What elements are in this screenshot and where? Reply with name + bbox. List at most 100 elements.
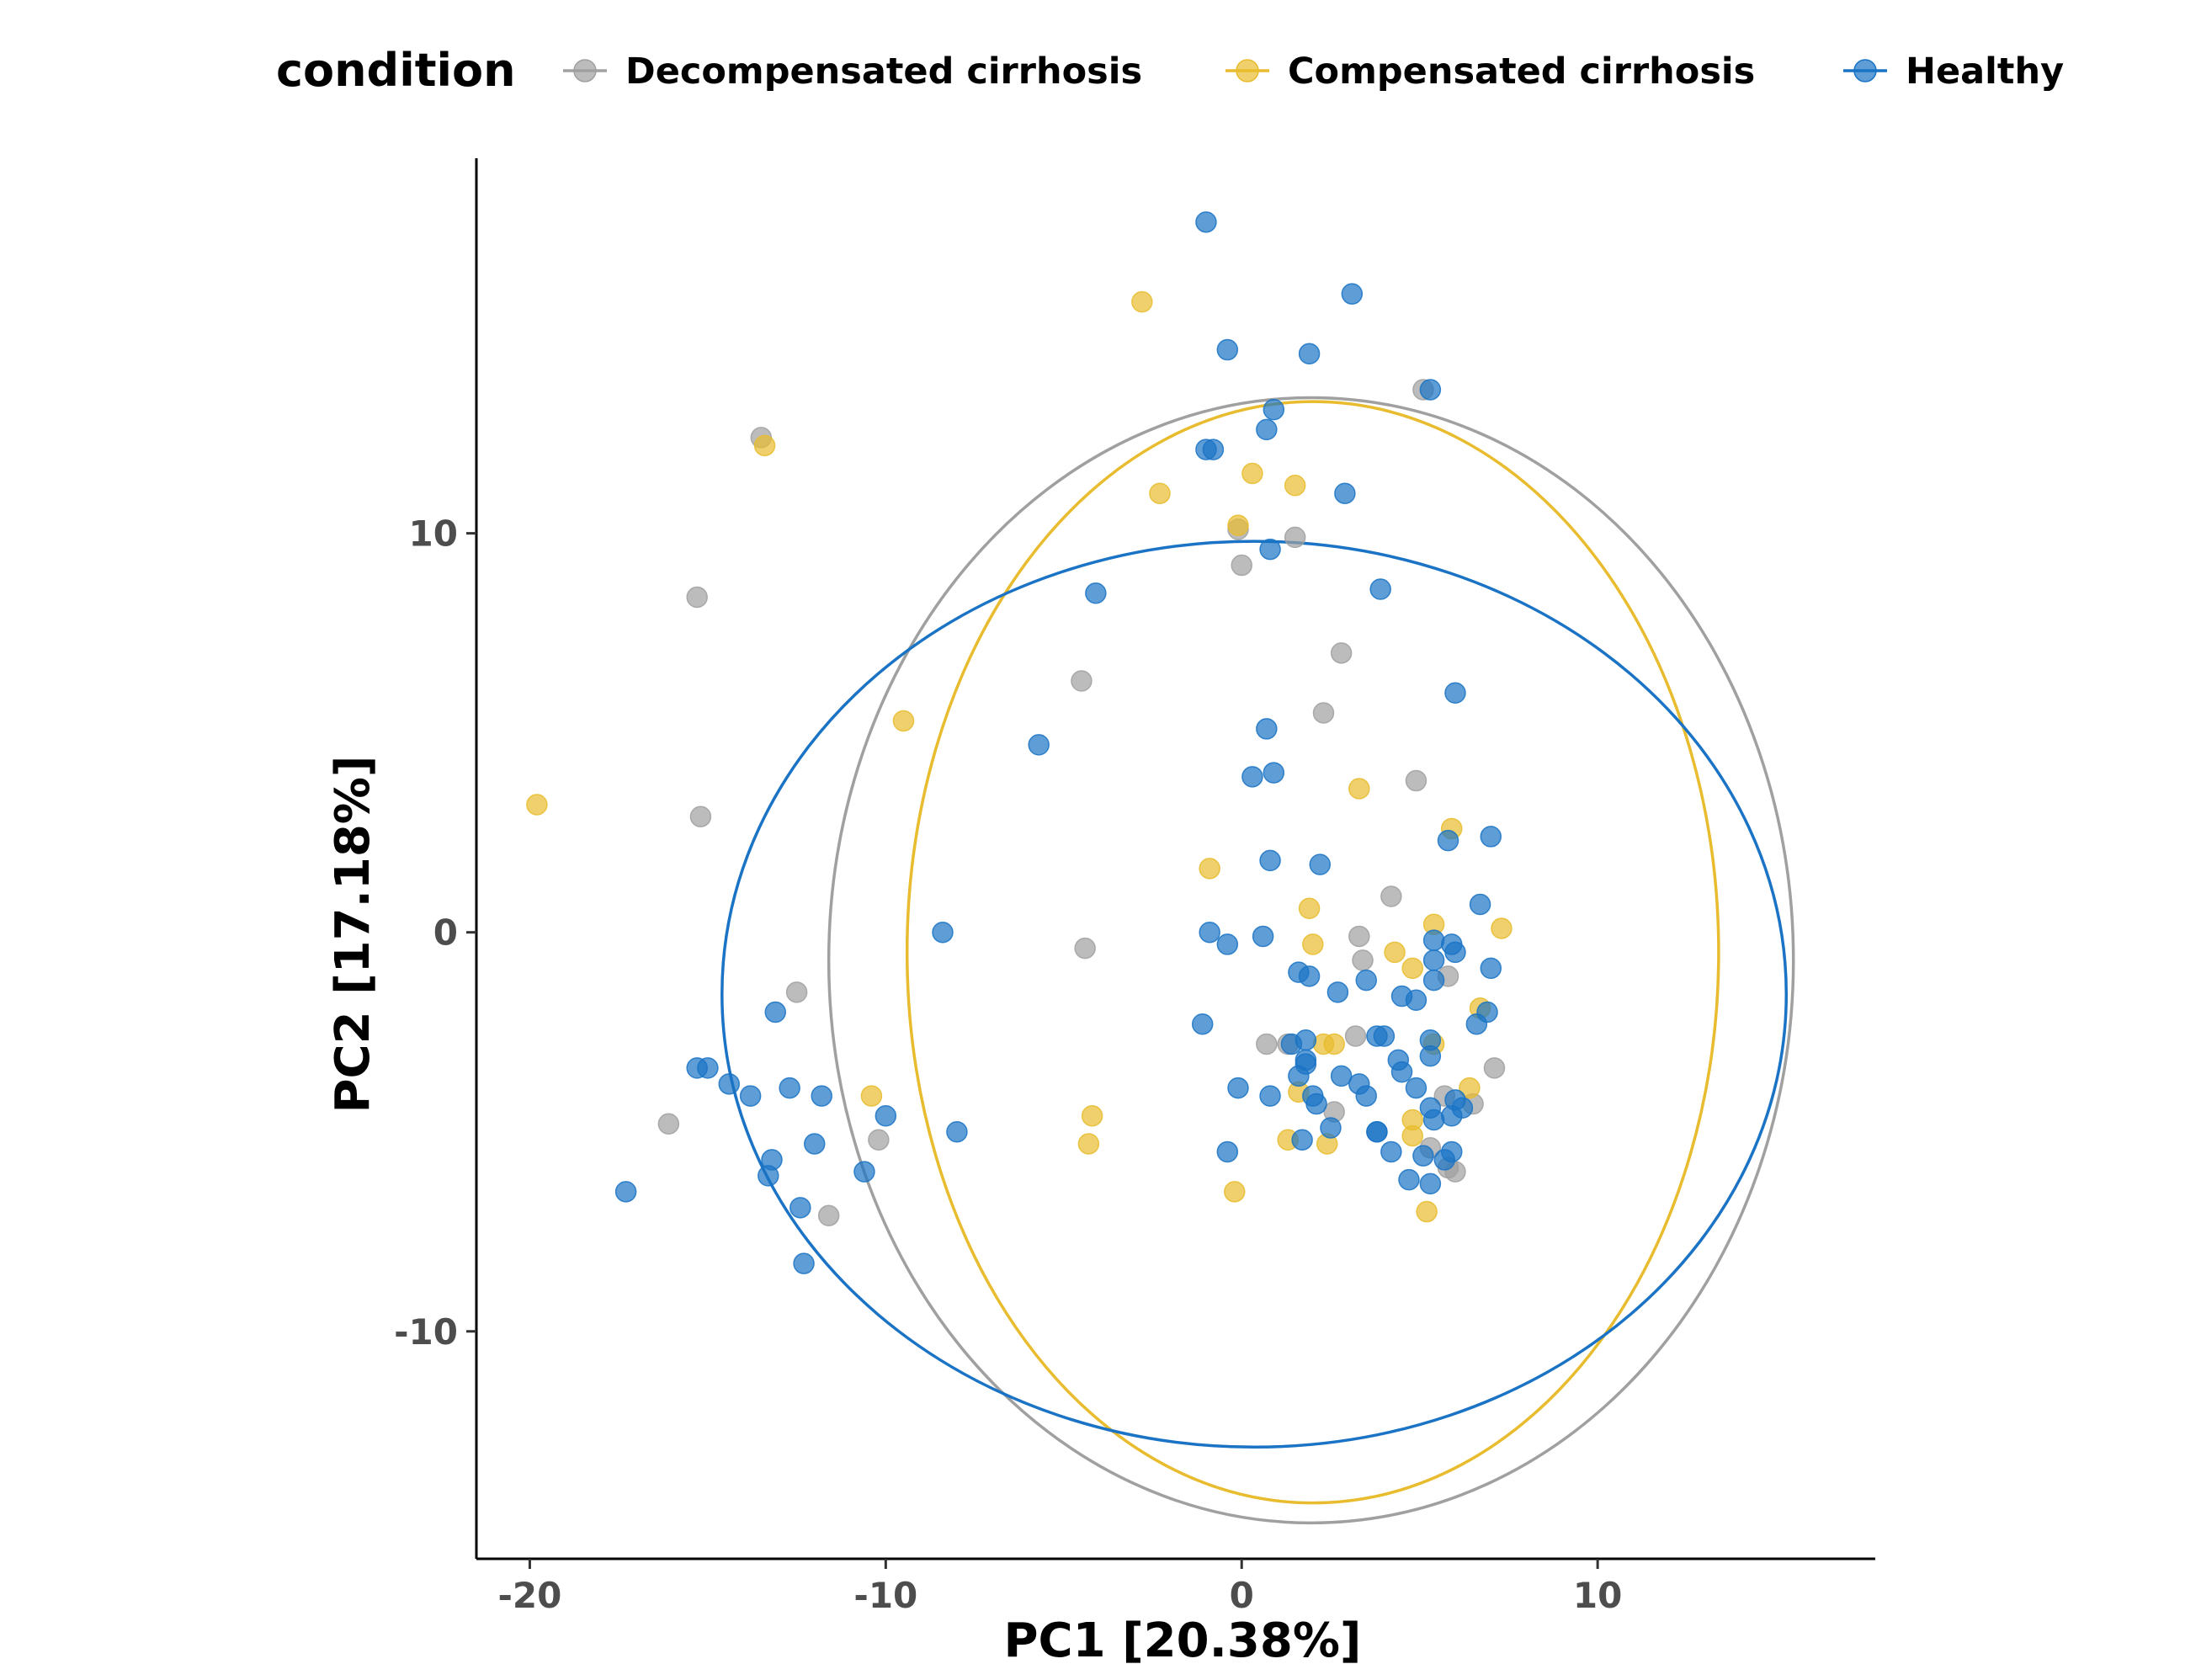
point-healthy (1419, 379, 1442, 401)
point-compensated-cirrhosis (1459, 1077, 1481, 1099)
point-healthy (1291, 1129, 1313, 1151)
point-decompensated-cirrhosis (817, 1204, 840, 1227)
point-healthy (1298, 965, 1321, 987)
point-decompensated-cirrhosis (1071, 670, 1093, 692)
x-tick-label: -20 (497, 1575, 561, 1616)
point-healthy (1369, 578, 1391, 600)
point-compensated-cirrhosis (1491, 917, 1513, 939)
point-healthy (1305, 1093, 1327, 1115)
data-points (526, 211, 1513, 1274)
point-compensated-cirrhosis (1081, 1105, 1103, 1127)
point-decompensated-cirrhosis (1348, 925, 1370, 948)
point-healthy (789, 1197, 811, 1219)
point-compensated-cirrhosis (1302, 933, 1324, 955)
legend-label: Decompensated cirrhosis (625, 51, 1142, 93)
point-compensated-cirrhosis (1284, 474, 1306, 497)
point-healthy (1373, 1025, 1396, 1047)
point-healthy (1028, 734, 1050, 756)
point-compensated-cirrhosis (1298, 897, 1321, 920)
legend-item-healthy: Healthy (1843, 51, 2064, 93)
point-decompensated-cirrhosis (686, 586, 708, 609)
point-decompensated-cirrhosis (657, 1113, 680, 1135)
point-healthy (1195, 211, 1217, 233)
point-healthy (1263, 398, 1285, 421)
ellipse-healthy (720, 540, 1789, 1449)
legend-label: Healthy (1906, 51, 2064, 93)
point-healthy (875, 1105, 897, 1127)
point-decompensated-cirrhosis (689, 805, 712, 827)
point-healthy (1405, 989, 1427, 1012)
point-healthy (811, 1085, 832, 1107)
x-tick-label: -10 (853, 1575, 917, 1616)
point-healthy (1252, 925, 1274, 948)
x-tick-label: 0 (1230, 1575, 1254, 1616)
point-compensated-cirrhosis (892, 710, 915, 732)
axes: -20 -10 0 10 -10 0 10 (394, 158, 1875, 1616)
legend-items: Decompensated cirrhosis Compensated cirrh… (563, 51, 2064, 93)
point-healthy (1330, 1065, 1353, 1087)
point-healthy (1309, 853, 1332, 875)
y-tick-label: 10 (409, 513, 458, 555)
point-healthy (1202, 439, 1225, 460)
point-compensated-cirrhosis (1224, 1181, 1246, 1203)
point-compensated-cirrhosis (1416, 1200, 1438, 1223)
point-healthy (1405, 1077, 1427, 1099)
point-healthy (1480, 826, 1502, 848)
point-healthy (1326, 981, 1349, 1003)
legend-label: Compensated cirrhosis (1288, 51, 1755, 93)
point-compensated-cirrhosis (1227, 514, 1249, 536)
point-healthy (1444, 941, 1466, 964)
point-decompensated-cirrhosis (1344, 1025, 1367, 1047)
point-healthy (946, 1120, 968, 1143)
point-decompensated-cirrhosis (1074, 937, 1096, 960)
point-compensated-cirrhosis (526, 794, 548, 816)
point-healthy (1440, 1140, 1463, 1163)
point-healthy (1422, 1108, 1445, 1131)
point-healthy (1259, 538, 1281, 561)
point-healthy (1259, 1085, 1281, 1107)
point-healthy (1422, 969, 1445, 992)
point-healthy (1440, 1105, 1463, 1127)
x-axis-ticks: -20 -10 0 10 (497, 1559, 1622, 1616)
point-healthy (1216, 933, 1239, 955)
point-healthy (1412, 1145, 1434, 1167)
point-compensated-cirrhosis (1077, 1133, 1100, 1155)
legend-key-marker (1236, 59, 1259, 82)
point-decompensated-cirrhosis (1330, 642, 1353, 664)
point-healthy (779, 1077, 800, 1099)
y-axis-ticks: -10 0 10 (394, 513, 476, 1353)
legend-key-marker (1853, 59, 1877, 82)
point-decompensated-cirrhosis (868, 1129, 890, 1151)
point-compensated-cirrhosis (1323, 1033, 1345, 1055)
confidence-ellipses (720, 396, 1795, 1525)
point-healthy (697, 1057, 719, 1079)
point-healthy (1259, 849, 1281, 872)
point-healthy (1419, 1172, 1442, 1195)
x-tick-label: 10 (1573, 1575, 1622, 1616)
point-healthy (1419, 1045, 1442, 1067)
point-compensated-cirrhosis (1131, 290, 1153, 313)
y-tick-label: 0 (433, 912, 458, 954)
point-compensated-cirrhosis (1348, 778, 1370, 800)
point-decompensated-cirrhosis (1483, 1057, 1506, 1079)
point-healthy (614, 1181, 637, 1203)
point-decompensated-cirrhosis (1284, 526, 1306, 549)
legend: condition Decompensated cirrhosis Compens… (276, 44, 2064, 97)
point-compensated-cirrhosis (1241, 462, 1263, 485)
point-healthy (1355, 1085, 1378, 1107)
legend-item-decompensated-cirrhosis: Decompensated cirrhosis (563, 51, 1142, 93)
point-healthy (1437, 829, 1459, 852)
plot-area: -20 -10 0 10 -10 0 10 PC1 [20.38%] PC2 [17.18… (326, 158, 1875, 1668)
ellipse-decompensated-cirrhosis (827, 396, 1795, 1525)
ellipse-compensated-cirrhosis (905, 400, 1720, 1505)
point-healthy (1295, 1029, 1317, 1051)
point-healthy (764, 1001, 786, 1023)
point-compensated-cirrhosis (1149, 482, 1171, 504)
point-healthy (1341, 283, 1364, 305)
point-decompensated-cirrhosis (1380, 885, 1402, 907)
point-healthy (932, 921, 954, 944)
point-healthy (1263, 762, 1285, 784)
point-healthy (804, 1133, 826, 1155)
point-decompensated-cirrhosis (785, 981, 808, 1003)
